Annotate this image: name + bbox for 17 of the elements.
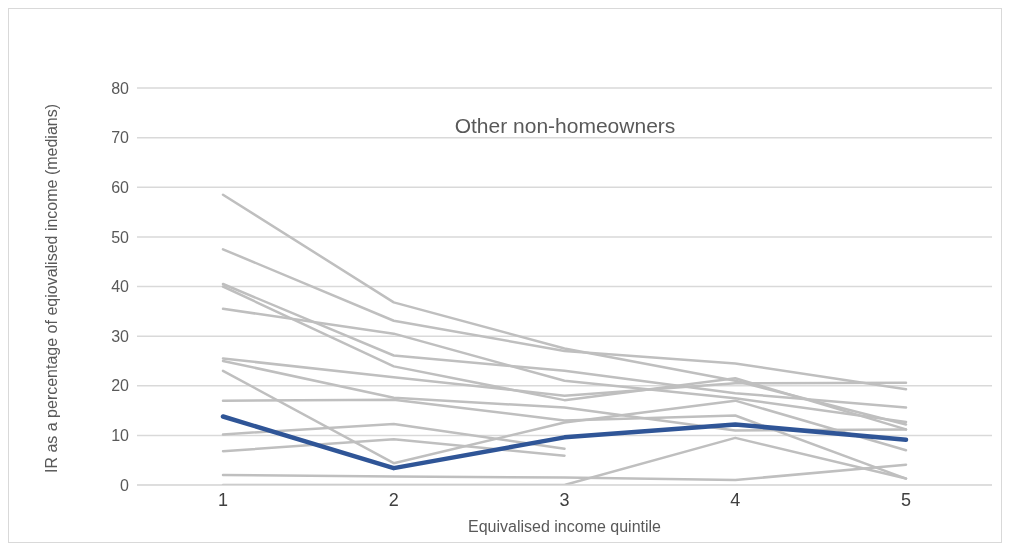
x-tick-label: 2 [388,489,399,510]
y-axis-title: IR as a percentage of eqiovalised income (medians) [41,102,61,476]
x-axis-title: Equivalised income quintile [468,518,662,535]
y-tick-label: 10 [111,427,130,445]
y-tick-label: 30 [111,327,130,345]
y-tick-label: 40 [111,278,130,296]
x-tick-label: 5 [900,489,912,510]
text: Other non-homeowners [453,114,677,138]
x-tick-label: 1 [217,489,229,510]
x-tick-label: 4 [730,489,741,510]
y-tick-label: 50 [111,228,130,246]
y-tick-label: 20 [111,377,130,395]
x-tick-label: 3 [559,489,570,510]
y-tick-label: 70 [111,129,130,147]
y-tick-label: 60 [111,178,130,196]
y-tick-label: 80 [111,79,130,97]
y-tick-label: 0 [120,476,130,494]
